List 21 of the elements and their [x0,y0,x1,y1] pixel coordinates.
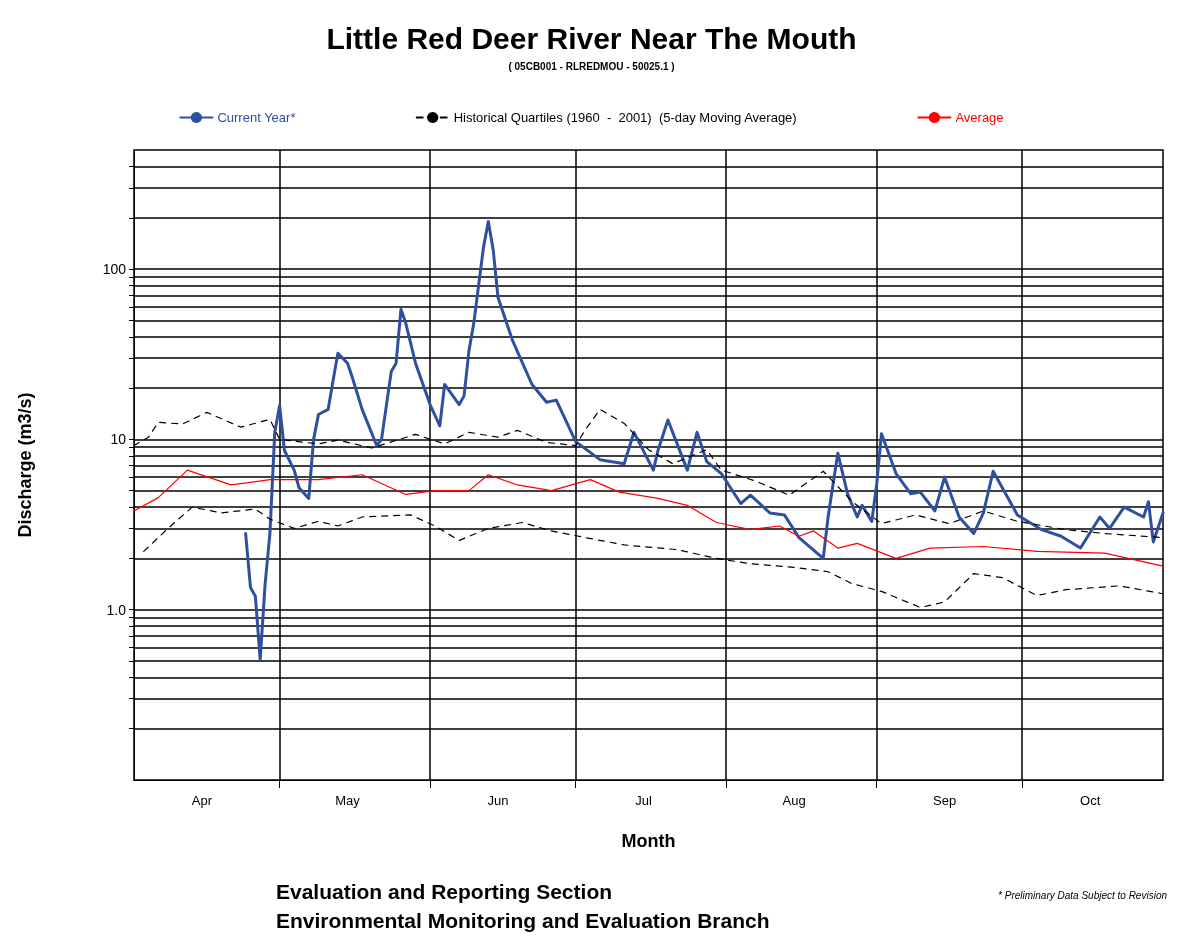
text: Environmental Monitoring and Evaluation Branch [276,909,770,932]
legend-label: Current Year* [217,110,296,125]
chart-title: Little Red Deer River Near The Mouth [326,21,857,55]
x-tick-label: Jul [635,793,653,808]
legend-label: Historical Quartiles (1960 - 2001) (5-day Moving Average) [453,110,797,125]
y-axis-title: Discharge (m3/s) [15,392,35,538]
x-axis-title: Month [621,831,676,851]
line-series [244,220,1165,661]
y-tick-label: 10 [110,431,127,448]
text: * Preliminary Data Subject to Revision [998,889,1168,901]
x-tick-label: Sep [933,793,957,808]
x-tick-label: Aug [782,793,806,808]
y-tick-label: 100 [102,261,127,278]
legend-label: Average [955,110,1004,125]
x-tick-label: May [335,793,361,808]
x-tick-label: Oct [1080,793,1101,808]
x-tick-label: Jun [487,793,509,808]
x-tick-label: Apr [191,793,213,808]
text: Evaluation and Reporting Section [276,880,613,903]
chart-subtitle: ( 05CB001 - RLREDMOU - 50025.1 ) [508,60,675,72]
y-tick-label: 1.0 [106,601,127,618]
